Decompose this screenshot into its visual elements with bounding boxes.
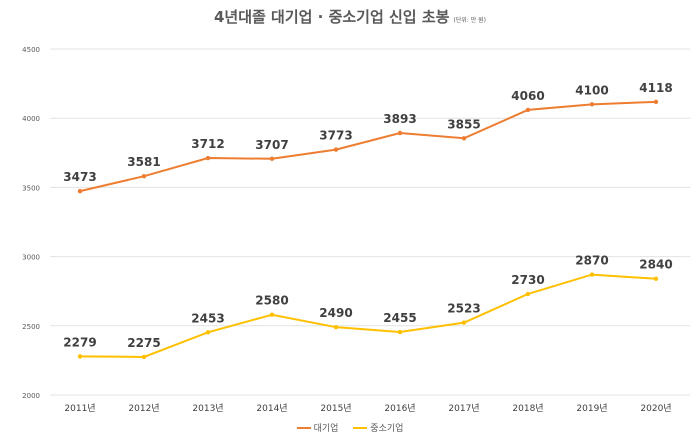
- x-tick-label: 2014년: [256, 403, 287, 414]
- x-tick-label: 2012년: [128, 403, 159, 414]
- chart-subtitle: (단위: 만 원): [453, 17, 487, 24]
- legend-item-0: 대기업: [296, 421, 339, 434]
- data-label: 2275: [127, 336, 160, 350]
- y-tick-label: 4000: [22, 115, 40, 123]
- x-tick-label: 2018년: [512, 403, 543, 414]
- data-point: [461, 320, 467, 325]
- data-point: [205, 330, 211, 335]
- y-tick-label: 2000: [22, 392, 40, 400]
- series-line: [79, 273, 657, 358]
- chart-title: 4년대졸 대기업 · 중소기업 신입 초봉 (단위: 만 원): [0, 6, 700, 27]
- y-tick-label: 3000: [22, 254, 40, 262]
- title-text: 4년대졸 대기업 · 중소기업 신입 초봉: [213, 8, 450, 26]
- data-label: 4100: [575, 83, 608, 97]
- data-label: 3855: [447, 117, 480, 131]
- data-label: 3893: [383, 112, 416, 126]
- data-point: [77, 354, 83, 359]
- data-point: [333, 147, 339, 152]
- data-label: 3581: [127, 155, 160, 169]
- data-label: 2453: [191, 311, 224, 325]
- y-tick-label: 2500: [22, 323, 40, 331]
- legend-item-1: 중소기업: [353, 421, 403, 434]
- data-point: [589, 272, 595, 277]
- data-point: [653, 99, 659, 105]
- data-point: [525, 107, 531, 113]
- data-label: 2870: [575, 254, 608, 268]
- data-point: [461, 136, 467, 141]
- data-point: [141, 354, 147, 360]
- data-point: [397, 130, 403, 136]
- data-point: [589, 102, 595, 107]
- data-point: [141, 173, 147, 179]
- data-point: [397, 329, 403, 335]
- y-tick-label: 3500: [22, 184, 40, 192]
- data-label: 3707: [255, 138, 288, 152]
- legend-label: 대기업: [313, 424, 339, 434]
- x-tick-label: 2019년: [576, 403, 607, 414]
- data-label: 4060: [511, 89, 544, 103]
- data-label: 3712: [191, 137, 224, 151]
- series-line: [79, 100, 657, 193]
- data-label: 2730: [511, 273, 544, 287]
- x-tick-label: 2011년: [64, 403, 95, 414]
- data-point: [77, 188, 83, 194]
- data-point: [525, 291, 531, 297]
- data-label: 2580: [255, 294, 288, 308]
- x-tick-label: 2016년: [384, 403, 415, 414]
- data-label: 2279: [63, 335, 96, 349]
- data-point: [269, 312, 275, 317]
- legend-label: 중소기업: [370, 424, 404, 434]
- data-label: 2523: [447, 302, 480, 316]
- data-label: 2840: [639, 258, 672, 272]
- x-tick-label: 2020년: [640, 403, 671, 414]
- data-point: [333, 324, 339, 330]
- data-point: [653, 276, 659, 281]
- legend-swatch: [296, 426, 311, 429]
- x-tick-label: 2017년: [448, 403, 479, 414]
- data-label: 2455: [383, 311, 416, 325]
- x-tick-label: 2015년: [320, 403, 351, 414]
- data-label: 3773: [319, 129, 352, 143]
- legend: 대기업 중소기업: [0, 421, 700, 434]
- data-label: 3473: [63, 170, 96, 184]
- data-point: [205, 155, 211, 161]
- x-tick-label: 2013년: [192, 403, 223, 414]
- data-point: [269, 156, 275, 161]
- data-label: 2490: [319, 306, 352, 320]
- legend-swatch: [353, 426, 368, 429]
- y-tick-label: 4500: [22, 46, 40, 54]
- data-label: 4118: [639, 81, 672, 95]
